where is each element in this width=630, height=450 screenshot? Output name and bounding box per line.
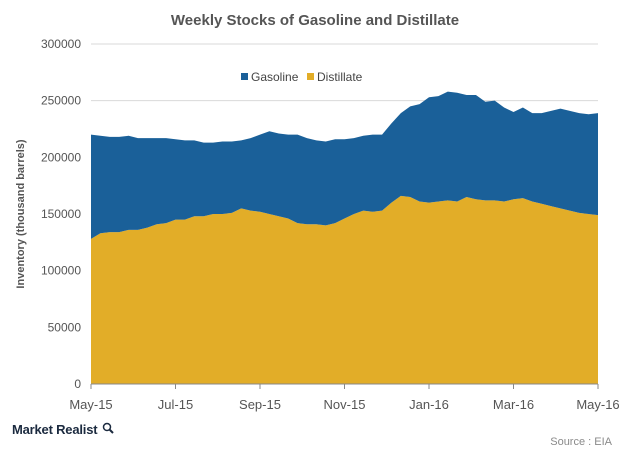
y-tick-label: 50000 xyxy=(48,320,82,334)
x-tick-label: May-15 xyxy=(69,397,112,412)
y-tick-label: 0 xyxy=(74,377,81,391)
y-tick-label: 150000 xyxy=(41,207,81,221)
x-tick-label: Jul-15 xyxy=(158,397,193,412)
legend: Gasoline Distillate xyxy=(241,70,363,84)
source-note: Source : EIA xyxy=(550,436,612,448)
axes: 0 50000 100000 150000 200000 250000 300000 May-… xyxy=(41,37,620,412)
brand-text: Market Realist xyxy=(12,422,98,437)
plot-areas xyxy=(91,91,598,384)
area-gasoline xyxy=(91,91,598,239)
brand-logo: Market Realist xyxy=(12,422,114,437)
x-tick-label: May-16 xyxy=(576,397,619,412)
y-tick-label: 200000 xyxy=(41,150,81,164)
y-tick-label: 100000 xyxy=(41,264,81,278)
legend-label-distillate: Distillate xyxy=(317,70,363,84)
x-tick-label: Nov-15 xyxy=(324,397,366,412)
legend-swatch-distillate xyxy=(307,73,314,80)
legend-swatch-gasoline xyxy=(241,73,248,80)
chart-title: Weekly Stocks of Gasoline and Distillate xyxy=(171,12,459,29)
x-tick-label: Sep-15 xyxy=(239,397,281,412)
y-axis-label: Inventory (thousand barrels) xyxy=(15,139,27,288)
y-tick-label: 250000 xyxy=(41,94,81,108)
legend-label-gasoline: Gasoline xyxy=(251,70,299,84)
area-distillate xyxy=(91,195,598,384)
y-tick-label: 300000 xyxy=(41,37,81,51)
x-tick-label: Jan-16 xyxy=(409,397,449,412)
magnifier-icon xyxy=(102,422,114,434)
x-tick-label: Mar-16 xyxy=(493,397,534,412)
